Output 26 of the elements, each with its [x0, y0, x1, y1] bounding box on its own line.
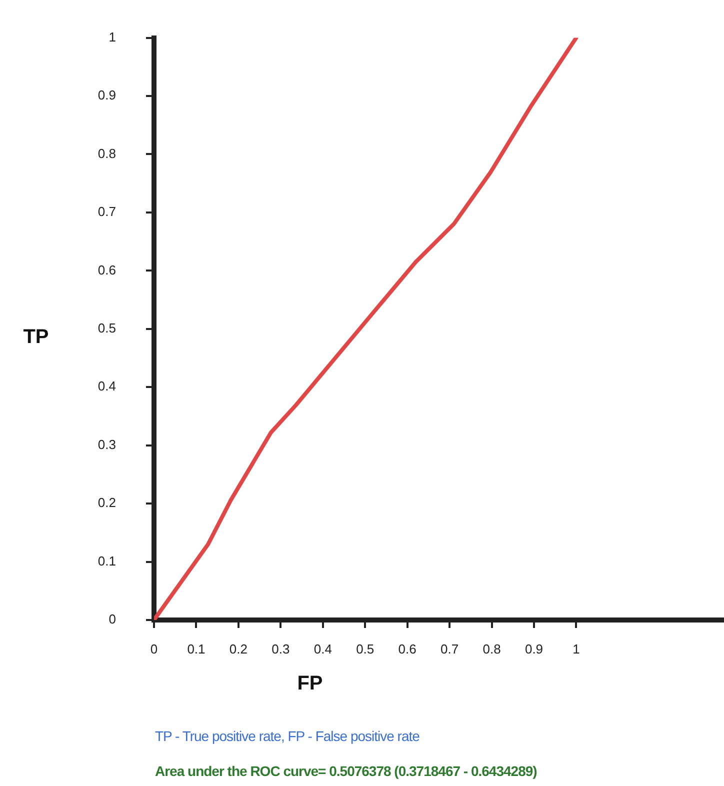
- y-tick-label: 0.5: [98, 320, 116, 336]
- x-tick-label: 0.2: [229, 641, 248, 656]
- y-tick-label: 0.9: [98, 88, 116, 103]
- x-tick-label: 0.5: [356, 641, 374, 656]
- x-tick-label: 0.3: [272, 641, 290, 656]
- x-axis-title: FP: [297, 672, 323, 695]
- x-tick-label: 0.4: [314, 641, 332, 656]
- x-tick-label: 0.1: [187, 641, 206, 656]
- x-tick-label: 0.9: [524, 641, 544, 656]
- y-axis-title: TP: [23, 326, 49, 348]
- text: TP - True positive rate, FP - False positive rate: [155, 728, 420, 744]
- x-tick-label: 1: [572, 641, 580, 656]
- x-tick-label: 0.8: [482, 641, 501, 656]
- y-tick-label: 0.2: [98, 495, 116, 510]
- text: Area under the ROC curve= 0.5076378 (0.3718467 - 0.6434289): [155, 763, 537, 779]
- y-tick-label: 0.6: [98, 262, 116, 278]
- x-tick-label: 0.7: [440, 641, 459, 656]
- x-tick-label: 0: [150, 641, 158, 656]
- y-tick-label: 0.4: [98, 378, 116, 394]
- y-tick-label: 1: [108, 29, 116, 44]
- x-tick-label: 0.6: [398, 641, 416, 656]
- y-tick-label: 0.7: [98, 204, 116, 220]
- y-tick-label: 0.8: [98, 146, 116, 161]
- y-tick-label: 0: [108, 612, 116, 627]
- y-tick-label: 0.3: [98, 436, 116, 452]
- y-tick-label: 0.1: [98, 553, 116, 568]
